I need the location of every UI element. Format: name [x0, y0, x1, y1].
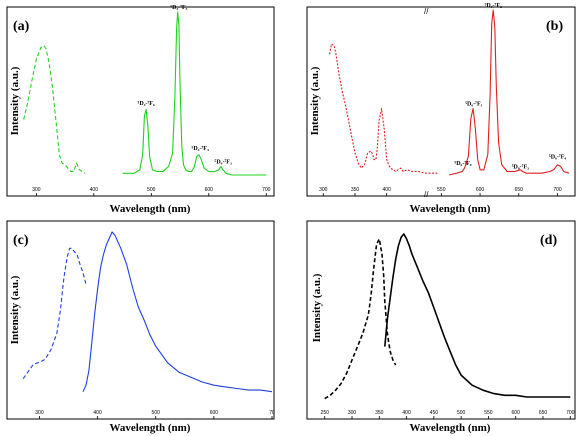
panel-d: (d) Wavelength (nm) Intensity (a.u.) 250…	[306, 220, 576, 434]
panel-b-frame	[306, 6, 576, 197]
panel-c-xtick-label: 70	[269, 410, 275, 416]
panel-b-xtick-label: 650	[515, 187, 524, 193]
panel-b-peak-annotation: ⁵D₀-⁷F₂	[485, 3, 502, 9]
panel-b-xtick-label: 400	[383, 187, 392, 193]
panel-a-peak-annotation: ⁵D₄-⁷F₄	[192, 146, 209, 152]
panel-b-ylabel: Intensity (a.u.)	[309, 66, 321, 135]
panel-b-ticks: 300 350 400 550 600 650 700	[319, 187, 562, 196]
panel-c-marks	[22, 231, 273, 393]
panel-b-xtick-label: 600	[476, 187, 485, 193]
panel-a-ticks: 300 400 500 600 700	[32, 187, 271, 196]
panel-a-label: (a)	[13, 19, 30, 34]
panel-c-label: (c)	[13, 233, 29, 248]
panel-a-xlabel: Wavelength (nm)	[110, 203, 191, 215]
panel-d-series-excitation	[324, 238, 397, 400]
panel-a-peak-annotation: ⁵D₄-⁷F₃	[215, 160, 232, 166]
panel-d-marks	[324, 233, 571, 400]
panel-b-xtick-label: 700	[553, 187, 562, 193]
panel-b-peak-annotation: ⁵D₀-⁷F₁	[465, 102, 482, 108]
panel-c: (c) Wavelength (nm) Intensity (a.u.) 300…	[6, 220, 275, 434]
panel-b-xlabel: Wavelength (nm)	[410, 203, 491, 215]
panel-d-xtick-label: 400	[402, 410, 411, 416]
panel-c-ticks: 300 400 500 600 70	[35, 410, 275, 419]
panel-a-xtick-label: 500	[147, 187, 156, 193]
panel-c-xlabel: Wavelength (nm)	[110, 422, 191, 434]
panel-b-label: (b)	[546, 19, 563, 34]
panel-d-xtick-label: 500	[457, 410, 466, 416]
panel-a-frame	[6, 6, 275, 197]
panel-c-xtick-label: 300	[35, 410, 44, 416]
panel-d-ticks: 250 300 350 400 450 500 550 600 650 700	[321, 410, 575, 419]
panel-d-xtick-label: 650	[539, 410, 548, 416]
panel-d-xtick-label: 600	[512, 410, 521, 416]
panel-b-peak-annotation: ⁵D₀-⁷F₀	[454, 161, 471, 167]
panel-b-annotations: ⁵D₀-⁷F₂ ⁵D₀-⁷F₁ ⁵D₀-⁷F₀ ⁵D₀-⁷F₃ ⁵D₀-⁷F₄	[454, 3, 566, 171]
panel-d-series-emission	[384, 233, 571, 398]
panel-a-xtick-label: 400	[90, 187, 99, 193]
panel-a-marks	[23, 11, 267, 176]
panel-c-ylabel: Intensity (a.u.)	[9, 275, 21, 344]
panel-b-marks	[329, 9, 570, 176]
panel-d-xtick-label: 550	[484, 410, 493, 416]
panel-b-peak-annotation: ⁵D₀-⁷F₃	[512, 165, 529, 171]
panel-a-annotations: ⁵D₄-⁷F₆ ⁵D₄-⁷F₅ ⁵D₄-⁷F₄ ⁵D₄-⁷F₃	[138, 5, 232, 166]
panel-a-peak-annotation: ⁵D₄-⁷F₆	[138, 101, 155, 107]
panel-b-peak-annotation: ⁵D₀-⁷F₄	[549, 154, 566, 160]
panel-a-peak-annotation: ⁵D₄-⁷F₅	[170, 5, 187, 11]
panel-d-xtick-label: 700	[566, 410, 575, 416]
panel-c-series-emission	[82, 231, 273, 393]
panel-a-xtick-label: 600	[205, 187, 214, 193]
panel-b-xtick-label: 350	[351, 187, 360, 193]
panel-a-ylabel: Intensity (a.u.)	[9, 66, 21, 135]
panel-b-xtick-label: 300	[319, 187, 328, 193]
panel-d-xtick-label: 250	[321, 410, 330, 416]
panel-a: (a) Wavelength (nm) Intensity (a.u.) 300…	[6, 5, 275, 215]
panel-a-series-emission	[122, 11, 267, 176]
panel-c-xtick-label: 400	[93, 410, 102, 416]
panel-d-xtick-label: 300	[348, 410, 357, 416]
panel-c-frame	[6, 220, 275, 420]
panel-b-axis-break-bottom: //	[424, 190, 429, 199]
panel-c-xtick-label: 600	[210, 410, 219, 416]
panel-c-xtick-label: 500	[152, 410, 161, 416]
panel-a-xtick-label: 700	[262, 187, 271, 193]
panel-d-xtick-label: 450	[430, 410, 439, 416]
panel-b-series-emission	[448, 9, 570, 176]
panel-b-series-excitation	[329, 43, 438, 174]
panel-b-axis-break-top: //	[424, 7, 429, 16]
panel-d-label: (d)	[540, 233, 557, 248]
panel-d-xlabel: Wavelength (nm)	[410, 422, 491, 434]
panel-b-xtick-label: 550	[437, 187, 446, 193]
panel-c-series-excitation	[22, 247, 87, 380]
panel-a-series-excitation	[23, 45, 86, 174]
panel-d-ylabel: Intensity (a.u.)	[311, 273, 323, 342]
panel-d-frame	[306, 220, 576, 420]
panel-b: (b) Wavelength (nm) Intensity (a.u.) // …	[306, 3, 576, 215]
panel-d-xtick-label: 350	[375, 410, 384, 416]
panel-a-xtick-label: 300	[32, 187, 41, 193]
